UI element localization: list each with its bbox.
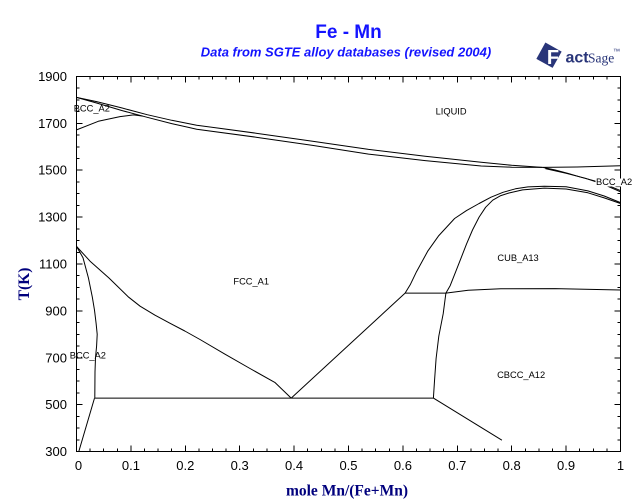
svg-text:CBCC_A12: CBCC_A12 (497, 370, 545, 380)
svg-text:Fe - Mn: Fe - Mn (315, 22, 382, 43)
svg-text:0.2: 0.2 (176, 458, 194, 473)
svg-text:1100: 1100 (39, 257, 67, 272)
svg-text:BCC_A2: BCC_A2 (74, 104, 110, 114)
svg-text:Sage: Sage (588, 51, 614, 66)
svg-text:T(K): T(K) (16, 268, 33, 301)
svg-text:mole Mn/(Fe+Mn): mole Mn/(Fe+Mn) (286, 483, 408, 500)
svg-text:0.3: 0.3 (231, 458, 249, 473)
svg-text:700: 700 (45, 350, 67, 365)
svg-text:900: 900 (45, 303, 67, 318)
svg-text:0.6: 0.6 (394, 458, 412, 473)
svg-text:F: F (547, 47, 559, 69)
svg-text:0.7: 0.7 (448, 458, 466, 473)
svg-text:1700: 1700 (38, 116, 67, 131)
svg-text:500: 500 (45, 397, 67, 412)
svg-text:FCC_A1: FCC_A1 (233, 276, 269, 286)
svg-text:LIQUID: LIQUID (436, 107, 467, 117)
svg-text:0.5: 0.5 (339, 458, 357, 473)
svg-text:BCC_A2: BCC_A2 (70, 351, 106, 361)
svg-text:act: act (566, 50, 590, 67)
svg-text:™: ™ (613, 49, 620, 56)
svg-text:Data from SGTE alloy databases: Data from SGTE alloy databases (revised … (201, 45, 491, 60)
svg-text:1: 1 (617, 458, 624, 473)
svg-text:1900: 1900 (38, 69, 67, 84)
svg-text:0.9: 0.9 (557, 458, 575, 473)
svg-text:300: 300 (45, 444, 67, 459)
svg-text:BCC_A2: BCC_A2 (596, 177, 632, 187)
svg-text:CUB_A13: CUB_A13 (497, 253, 538, 263)
svg-text:0: 0 (75, 458, 82, 473)
svg-text:0.8: 0.8 (503, 458, 521, 473)
svg-text:0.4: 0.4 (285, 458, 303, 473)
svg-text:1300: 1300 (38, 210, 67, 225)
svg-text:0.1: 0.1 (122, 458, 140, 473)
svg-text:1500: 1500 (38, 163, 67, 178)
